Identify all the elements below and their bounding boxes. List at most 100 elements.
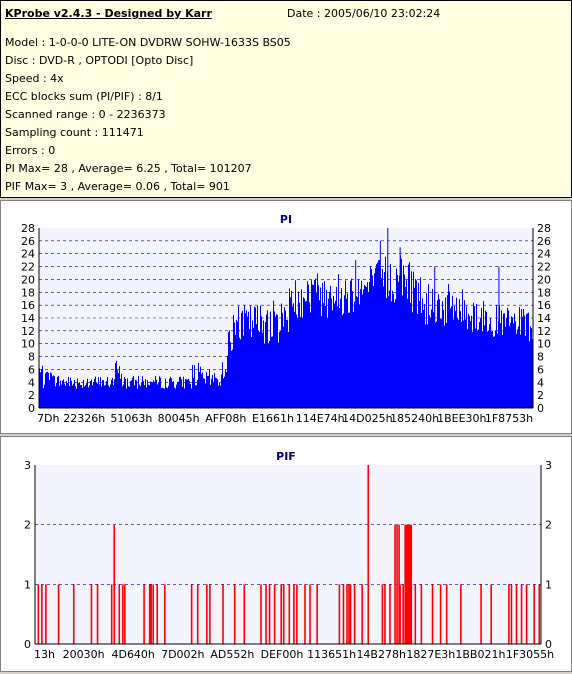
pi-bar — [368, 292, 369, 408]
pi-bar — [455, 311, 456, 408]
pi-peak-bar — [387, 228, 389, 408]
pi-bar — [83, 379, 84, 408]
pi-bar — [440, 318, 441, 408]
pi-bar — [142, 376, 143, 408]
pi-bar — [115, 362, 116, 408]
pi-bar — [239, 337, 240, 408]
pi-bar — [460, 311, 461, 408]
pi-bar — [494, 336, 495, 408]
pi-bar — [318, 285, 319, 408]
pi-bar — [341, 288, 342, 408]
pi-bar — [259, 331, 260, 408]
pi-bar — [406, 280, 407, 408]
pi-bar — [229, 330, 230, 408]
pi-bar — [392, 290, 393, 408]
pi-bar — [513, 323, 514, 408]
y-tick-label-left: 28 — [21, 222, 35, 235]
pi-bar — [88, 387, 89, 408]
pi-bar — [270, 311, 271, 408]
x-tick-label: 185240h — [390, 412, 439, 425]
pi-bar — [107, 376, 108, 408]
pif-bar — [293, 584, 295, 644]
pi-bar — [481, 307, 482, 408]
pi-bar — [100, 377, 101, 408]
pi-bar — [520, 334, 521, 408]
pi-bar — [478, 329, 479, 408]
pi-bar — [169, 378, 170, 408]
pi-bar — [155, 376, 156, 408]
pi-peak-bar — [379, 240, 381, 408]
y-tick-label-left: 8 — [28, 351, 35, 364]
pi-bar — [141, 382, 142, 408]
pi-bar — [166, 387, 167, 408]
y-tick-label-right: 4 — [537, 376, 544, 389]
pi-peak-bar — [399, 247, 401, 408]
pi-bar — [303, 297, 304, 408]
pi-bar — [529, 341, 530, 408]
pif-bar — [402, 584, 404, 644]
pi-bar — [211, 378, 212, 408]
pif-bar — [533, 584, 536, 644]
pi-bar — [255, 307, 256, 408]
pi-bar — [427, 324, 428, 408]
pif-bar — [490, 584, 492, 644]
pi-bar — [242, 310, 243, 408]
pi-bar — [347, 293, 348, 408]
pi-bar — [333, 295, 334, 408]
pi-bar — [376, 264, 377, 408]
pi-bar — [512, 317, 513, 408]
pi-bar — [464, 300, 465, 408]
x-tick-label: DEF00h — [261, 648, 304, 661]
pi-bar — [89, 385, 90, 408]
pi-bar — [150, 381, 151, 408]
pi-bar — [180, 376, 181, 408]
pi-bar — [201, 374, 202, 408]
pi-bar — [412, 312, 413, 408]
pi-bar — [55, 386, 56, 408]
pi-bar — [172, 382, 173, 408]
y-tick-label-left: 6 — [28, 363, 35, 376]
pif-bar — [404, 524, 406, 644]
pi-bar — [129, 386, 130, 408]
pi-bar — [262, 332, 263, 408]
pi-bar — [317, 273, 318, 408]
pi-bar — [277, 314, 278, 408]
pi-bar — [299, 302, 300, 408]
pi-bar — [118, 373, 119, 408]
pi-bar — [133, 375, 134, 408]
pi-bar — [449, 291, 450, 408]
pi-bar — [395, 299, 396, 408]
pi-chart-panel: 0 0 2 2 4 4 6 6 8 8 10 10 12 12 14 14 16 16 18 18 20 20 22 22 24… — [0, 200, 572, 434]
pi-bar — [248, 311, 249, 408]
x-tick-label: 51063h — [110, 412, 152, 425]
pi-bar — [315, 278, 316, 408]
pi-bar — [435, 322, 436, 408]
pif-bar — [480, 584, 482, 644]
pi-bar — [499, 305, 500, 408]
pi-bar — [527, 313, 528, 408]
pi-bar — [74, 379, 75, 408]
pi-bar — [420, 277, 421, 408]
pi-bar — [338, 274, 339, 408]
y-tick-label-right: 2 — [545, 519, 552, 532]
y-tick-label-right: 6 — [537, 363, 544, 376]
pi-bar — [42, 365, 43, 408]
pi-bar — [261, 316, 262, 408]
app-title: KProbe v2.4.3 - Designed by Karr — [5, 7, 212, 20]
pi-bar — [372, 275, 373, 408]
pi-bar — [474, 306, 475, 408]
pi-bar — [469, 315, 470, 408]
y-tick-label-right: 0 — [537, 402, 544, 415]
pi-bar — [343, 313, 344, 408]
pif-bar — [288, 584, 291, 644]
pif-bar — [148, 584, 151, 644]
pi-bar — [41, 369, 42, 408]
pi-bar — [379, 260, 380, 408]
pi-bar — [522, 316, 523, 408]
pi-bar — [335, 300, 336, 408]
pi-bar — [523, 308, 524, 408]
pi-bar — [344, 295, 345, 408]
pi-bar — [394, 302, 395, 408]
pi-bar — [81, 385, 82, 408]
pi-bar — [418, 282, 419, 408]
